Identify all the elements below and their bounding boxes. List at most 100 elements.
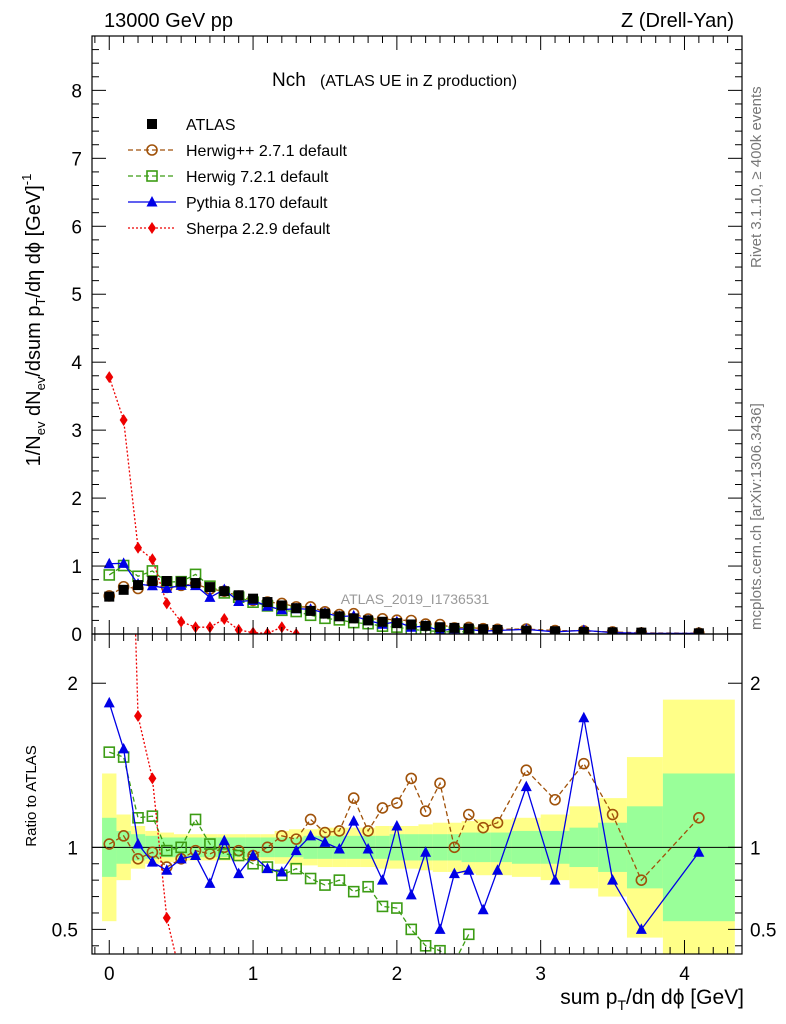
- ratio-point-herwigpp: [477, 821, 489, 834]
- ratio-point-herwig7: [175, 841, 187, 854]
- ratio-point-pythia: [693, 846, 705, 857]
- ratio-point-sherpa: [177, 973, 185, 985]
- main-point-herwig7: [146, 565, 159, 577]
- ratio-point-pythia: [463, 864, 475, 875]
- main-line-herwigpp: [108, 581, 699, 634]
- ratio-point-pythia: [391, 820, 403, 831]
- legend-label-sherpa: Sherpa 2.2.9 default: [186, 221, 331, 238]
- x-tick-label: 4: [679, 964, 690, 985]
- ratio-point-herwig7: [376, 900, 389, 913]
- main-point-sherpa: [105, 371, 114, 384]
- ratio-point-pythia: [233, 867, 245, 879]
- ratio-point-pythia: [261, 862, 273, 874]
- ratio-point-herwigpp: [693, 811, 705, 824]
- main-line-sherpa: [108, 376, 297, 634]
- ratio-point-pythia: [348, 815, 360, 826]
- axes: 0 1 2 3 4 0 1 2 3 4 5 6 7 8 0.5 0.5 1 1 2 2: [52, 35, 776, 985]
- ratio-point-herwigpp: [376, 802, 389, 814]
- main-y-tick-label: 7: [71, 149, 82, 170]
- main-point-atlas: [133, 580, 144, 591]
- ratio-point-pythia: [549, 874, 561, 885]
- ratio-point-pythia: [175, 852, 187, 864]
- ratio-point-herwig7: [319, 879, 331, 891]
- ratio-point-herwig7: [347, 885, 360, 898]
- ratio-point-herwigpp: [606, 808, 619, 821]
- ratio-point-sherpa: [162, 911, 171, 924]
- ratio-point-herwig7: [103, 746, 116, 758]
- ratio-point-pythia: [276, 865, 288, 877]
- ratio-point-pythia: [405, 888, 417, 900]
- ratio-point-pythia: [448, 867, 460, 879]
- ratio-point-herwig7: [290, 862, 303, 875]
- main-point-herwig7: [103, 569, 116, 581]
- ratio-point-herwigpp: [520, 764, 533, 777]
- main-y-tick-label: 1: [71, 557, 82, 578]
- ratio-point-herwig7: [391, 902, 403, 914]
- ratio-series-sherpa: [120, 218, 185, 985]
- ratio-point-pythia: [319, 836, 331, 847]
- ratio-point-pythia: [103, 696, 115, 708]
- ratio-point-herwigpp: [132, 853, 144, 865]
- x-tick-label: 1: [248, 964, 259, 985]
- main-point-sherpa: [177, 615, 186, 628]
- x-tick-label: 0: [104, 964, 115, 985]
- ratio-point-herwig7: [189, 813, 202, 826]
- ratio-uncertainty-bands: [92, 699, 742, 954]
- chart-title: Nch (ATLAS UE in Z production): [272, 70, 517, 91]
- ratio-series-herwigpp: [103, 757, 705, 886]
- header-right: Z (Drell-Yan): [621, 10, 734, 32]
- ratio-point-sherpa: [134, 710, 143, 723]
- ratio-point-pythia: [362, 842, 374, 854]
- ratio-point-pythia: [635, 923, 647, 934]
- ratio-line-herwig7: [109, 751, 470, 954]
- legend-marker-pythia: [146, 196, 158, 207]
- main-point-sherpa: [134, 541, 143, 554]
- legend-marker-herwigpp: [146, 144, 158, 156]
- main-point-atlas: [248, 593, 259, 604]
- ratio-y-tick-label: 1: [67, 838, 78, 859]
- ratio-y-tick-label: 0.5: [52, 920, 78, 941]
- ratio-point-herwigpp: [405, 772, 418, 785]
- main-point-atlas: [319, 608, 330, 619]
- ratio-line-pythia: [108, 702, 700, 931]
- ratio-point-pythia: [420, 846, 432, 857]
- main-point-atlas: [377, 616, 388, 627]
- main-y-axis-title-text: 1/Nev dNev/dsum pT/dη dϕ [GeV]-1: [19, 174, 48, 467]
- main-point-atlas: [176, 576, 187, 587]
- ratio-point-sherpa: [120, 218, 128, 230]
- chart-subtitle-text: (ATLAS UE in Z production): [320, 73, 517, 90]
- ratio-point-herwigpp: [491, 816, 504, 829]
- main-point-atlas: [233, 590, 244, 601]
- ratio-series-pythia: [103, 696, 705, 934]
- ratio-point-herwigpp: [578, 757, 590, 770]
- main-point-sherpa: [220, 613, 229, 626]
- main-point-atlas: [262, 597, 273, 608]
- ratio-point-sherpa: [148, 772, 157, 785]
- legend: ATLAS Herwig++ 2.7.1 default Herwig 7.2.1 …: [128, 117, 348, 238]
- header-left: 13000 GeV pp: [104, 10, 233, 32]
- ratio-point-herwigpp: [391, 797, 403, 809]
- ratio-frame: [91, 633, 743, 955]
- ratio-point-pythia: [132, 838, 144, 849]
- ratio-point-herwig7: [117, 751, 130, 763]
- ratio-line-sherpa: [134, 634, 176, 954]
- ratio-point-herwigpp: [347, 792, 360, 804]
- ratio-point-herwigpp: [448, 841, 461, 854]
- ratio-y-tick-label: 2: [67, 674, 78, 695]
- ratio-panel-series: [103, 218, 705, 985]
- main-point-atlas: [118, 584, 129, 595]
- main-y-tick-label: 8: [71, 81, 82, 102]
- main-point-pythia: [118, 557, 130, 568]
- ratio-point-herwigpp: [549, 793, 561, 806]
- side-label-rivet: Rivet 3.1.10, ≥ 400k events: [748, 86, 765, 268]
- ratio-point-herwig7: [160, 844, 173, 857]
- ratio-point-pythia: [376, 874, 388, 885]
- watermark: ATLAS_2019_I1736531: [341, 591, 490, 607]
- chart-title-text: Nch: [272, 70, 306, 91]
- ratio-point-herwig7: [304, 872, 317, 885]
- ratio-point-herwigpp: [304, 813, 317, 826]
- main-point-atlas: [204, 582, 215, 593]
- x-axis-title-text: sum pT/dη dϕ [GeV]: [560, 986, 744, 1013]
- ratio-point-herwig7: [333, 874, 346, 886]
